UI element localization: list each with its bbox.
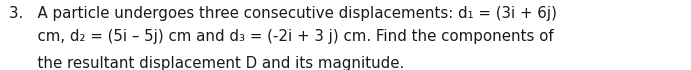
Text: 3.   A particle undergoes three consecutive displacements: d₁ = (3i + 6j): 3. A particle undergoes three consecutiv… bbox=[9, 6, 557, 21]
Text: cm, d₂ = (5i – 5j) cm and d₃ = (-2i + 3 j) cm. Find the components of: cm, d₂ = (5i – 5j) cm and d₃ = (-2i + 3 … bbox=[9, 29, 553, 44]
Text: the resultant displacement D and its magnitude.: the resultant displacement D and its mag… bbox=[9, 56, 404, 70]
